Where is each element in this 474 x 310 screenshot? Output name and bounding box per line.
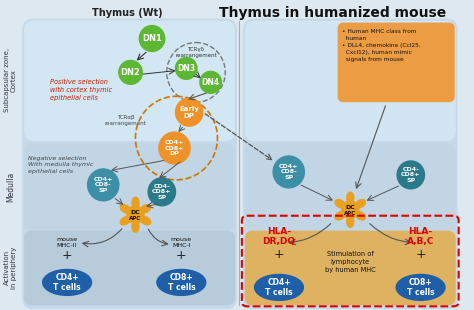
Ellipse shape (396, 274, 445, 300)
Text: CD4+
CD8-
SP: CD4+ CD8- SP (279, 164, 299, 180)
Text: CD4-
CD8+
SP: CD4- CD8+ SP (401, 166, 420, 183)
FancyBboxPatch shape (243, 19, 458, 309)
FancyBboxPatch shape (245, 20, 456, 141)
Text: CD8+
T cells: CD8+ T cells (167, 273, 195, 292)
Ellipse shape (356, 200, 365, 208)
Text: CD8+
T cells: CD8+ T cells (407, 278, 434, 297)
Text: +: + (415, 248, 426, 261)
Ellipse shape (157, 269, 206, 295)
Text: APC: APC (344, 211, 356, 216)
Text: +: + (176, 249, 187, 262)
Ellipse shape (347, 216, 354, 227)
Text: CD4+
CD8+
DP: CD4+ CD8+ DP (165, 140, 184, 156)
Ellipse shape (335, 200, 345, 208)
Text: Stimulation of
lymphocyte
by human MHC: Stimulation of lymphocyte by human MHC (325, 250, 375, 272)
Circle shape (175, 98, 203, 126)
Text: CD4+
T cells: CD4+ T cells (265, 278, 293, 297)
Circle shape (200, 71, 221, 93)
Text: Thymus (Wt): Thymus (Wt) (92, 8, 163, 18)
Text: mouse
MHC-II: mouse MHC-II (56, 237, 78, 248)
Text: CD4+
T cells: CD4+ T cells (53, 273, 81, 292)
FancyBboxPatch shape (245, 231, 456, 305)
Ellipse shape (120, 205, 130, 213)
Ellipse shape (255, 274, 303, 300)
Text: +: + (273, 248, 284, 261)
Circle shape (342, 201, 359, 219)
FancyBboxPatch shape (245, 143, 456, 231)
Circle shape (88, 169, 119, 201)
Text: • Human MHC class from
  human
• DLL4, chemokine (Ccl25,
  Cxcl12), human mimic
: • Human MHC class from human • DLL4, che… (342, 29, 421, 62)
Text: APC: APC (129, 216, 142, 221)
FancyBboxPatch shape (24, 20, 235, 141)
Text: DN1: DN1 (142, 34, 162, 43)
Text: Early
DP: Early DP (179, 106, 199, 119)
Circle shape (148, 178, 175, 206)
Ellipse shape (347, 192, 354, 203)
Text: CD4-
CD8+
SP: CD4- CD8+ SP (152, 184, 172, 200)
Text: HLA-
A,B,C: HLA- A,B,C (407, 227, 434, 246)
Text: TCRγδ
rearrangement: TCRγδ rearrangement (175, 47, 217, 58)
Text: Subcapsular zone,
Cortex: Subcapsular zone, Cortex (4, 48, 17, 113)
Ellipse shape (356, 211, 365, 220)
Text: DC: DC (130, 210, 140, 215)
Circle shape (127, 206, 144, 224)
Ellipse shape (140, 205, 151, 213)
Text: Medulla: Medulla (6, 172, 15, 202)
Circle shape (119, 60, 142, 84)
Text: DN3: DN3 (177, 64, 195, 73)
Text: TCRαβ
rearrangement: TCRαβ rearrangement (105, 115, 146, 126)
Circle shape (159, 132, 190, 164)
Text: Negative selection
With medulla thymic
epithelial cells: Negative selection With medulla thymic e… (28, 156, 93, 174)
Text: HLA-
DR,DQ: HLA- DR,DQ (263, 227, 296, 246)
Text: Positive selection
with cortex thymic
epithelial cells: Positive selection with cortex thymic ep… (49, 79, 112, 101)
Ellipse shape (132, 197, 139, 208)
Text: CD4+
CD8-
SP: CD4+ CD8- SP (93, 177, 113, 193)
Text: Activation
In periphery: Activation In periphery (4, 246, 17, 289)
FancyBboxPatch shape (24, 231, 235, 305)
FancyBboxPatch shape (24, 143, 235, 231)
Circle shape (139, 26, 165, 51)
Ellipse shape (140, 216, 151, 225)
Circle shape (175, 57, 197, 79)
FancyBboxPatch shape (22, 19, 237, 309)
Text: DC: DC (346, 205, 355, 210)
Circle shape (397, 161, 425, 189)
Ellipse shape (43, 269, 91, 295)
Ellipse shape (335, 211, 345, 220)
Circle shape (273, 156, 304, 188)
Ellipse shape (132, 221, 139, 232)
Ellipse shape (120, 216, 130, 225)
Text: DN4: DN4 (201, 78, 219, 87)
Text: Thymus in humanized mouse: Thymus in humanized mouse (219, 6, 447, 20)
Text: mouse
MHC-I: mouse MHC-I (171, 237, 192, 248)
Text: +: + (62, 249, 73, 262)
Text: DN2: DN2 (120, 68, 140, 77)
FancyBboxPatch shape (337, 23, 455, 102)
